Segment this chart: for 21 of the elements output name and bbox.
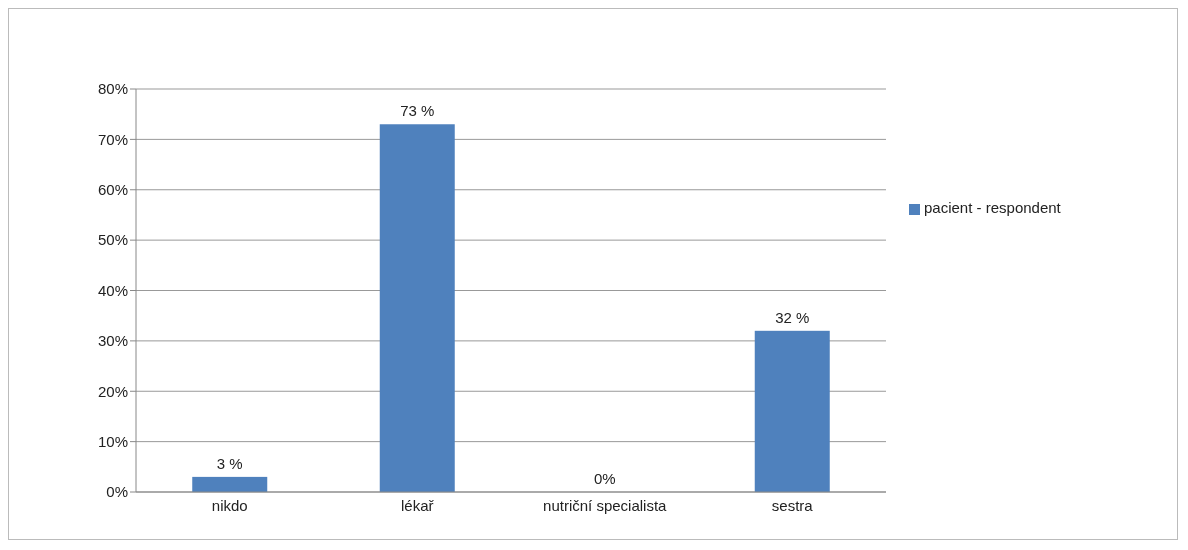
y-tick-label: 40% bbox=[97, 281, 128, 299]
x-tick-label: sestra bbox=[771, 496, 814, 514]
bar bbox=[192, 476, 268, 492]
data-label: 73 % bbox=[400, 102, 435, 120]
bar bbox=[379, 124, 455, 492]
x-tick-label: nutriční specialista bbox=[543, 496, 668, 514]
y-tick-label: 80% bbox=[97, 80, 128, 98]
y-tick-label: 50% bbox=[97, 231, 128, 249]
x-tick-label: lékař bbox=[400, 496, 435, 514]
y-tick-label: 30% bbox=[97, 332, 128, 350]
y-tick-label: 0% bbox=[106, 483, 128, 501]
y-tick-label: 60% bbox=[97, 181, 128, 199]
y-tick-label: 20% bbox=[97, 382, 128, 400]
bar bbox=[754, 330, 830, 492]
y-tick-label: 70% bbox=[97, 130, 128, 148]
x-tick-label: nikdo bbox=[211, 496, 248, 514]
y-tick-label: 10% bbox=[97, 432, 128, 450]
legend-label: pacient - respondent bbox=[924, 199, 1061, 216]
data-label: 32 % bbox=[775, 308, 810, 326]
data-label: 0% bbox=[593, 470, 616, 487]
data-label: 3 % bbox=[216, 454, 243, 472]
